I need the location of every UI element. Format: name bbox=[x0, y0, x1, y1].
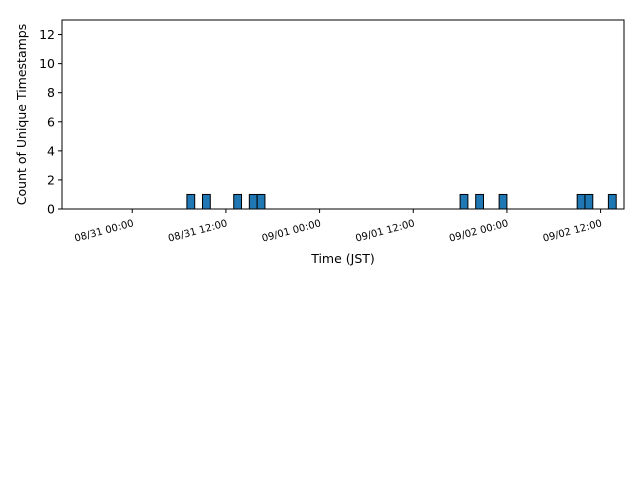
x-tick-label: 09/02 12:00 bbox=[542, 218, 604, 244]
x-tick-label: 09/01 00:00 bbox=[261, 218, 323, 244]
y-tick-label: 4 bbox=[47, 143, 55, 158]
x-tick-label: 08/31 12:00 bbox=[167, 218, 229, 244]
plot-frame bbox=[61, 19, 625, 210]
histogram-bar bbox=[584, 193, 594, 210]
y-tick-label: 8 bbox=[47, 85, 55, 100]
histogram-bar bbox=[202, 193, 211, 210]
x-axis: 08/31 00:00 08/31 12:00 09/01 00:00 09/01 1… bbox=[73, 209, 603, 245]
histogram-bar bbox=[233, 193, 243, 210]
histogram-bar bbox=[459, 193, 469, 210]
y-tick-label: 2 bbox=[47, 172, 55, 187]
x-tick-label: 09/02 00:00 bbox=[448, 218, 510, 244]
histogram-bar bbox=[248, 193, 258, 210]
y-tick-label: 10 bbox=[39, 56, 55, 71]
y-tick-label: 12 bbox=[39, 27, 55, 42]
histogram-bar bbox=[607, 193, 617, 210]
histogram-bar bbox=[576, 193, 586, 210]
y-axis: 0 2 4 6 8 10 12 bbox=[39, 27, 62, 217]
x-tick-label: 09/01 12:00 bbox=[354, 218, 416, 244]
histogram-bar bbox=[498, 193, 508, 210]
histogram-bar bbox=[256, 193, 266, 210]
y-axis-label: Count of Unique Timestamps bbox=[14, 24, 29, 205]
histogram-bar bbox=[186, 193, 196, 210]
x-tick-label: 08/31 00:00 bbox=[73, 218, 135, 244]
histogram-bar bbox=[475, 193, 485, 210]
bars bbox=[186, 193, 617, 210]
y-tick-label: 6 bbox=[47, 114, 55, 129]
y-tick-label: 0 bbox=[47, 202, 55, 217]
x-axis-label: Time (JST) bbox=[310, 251, 375, 266]
